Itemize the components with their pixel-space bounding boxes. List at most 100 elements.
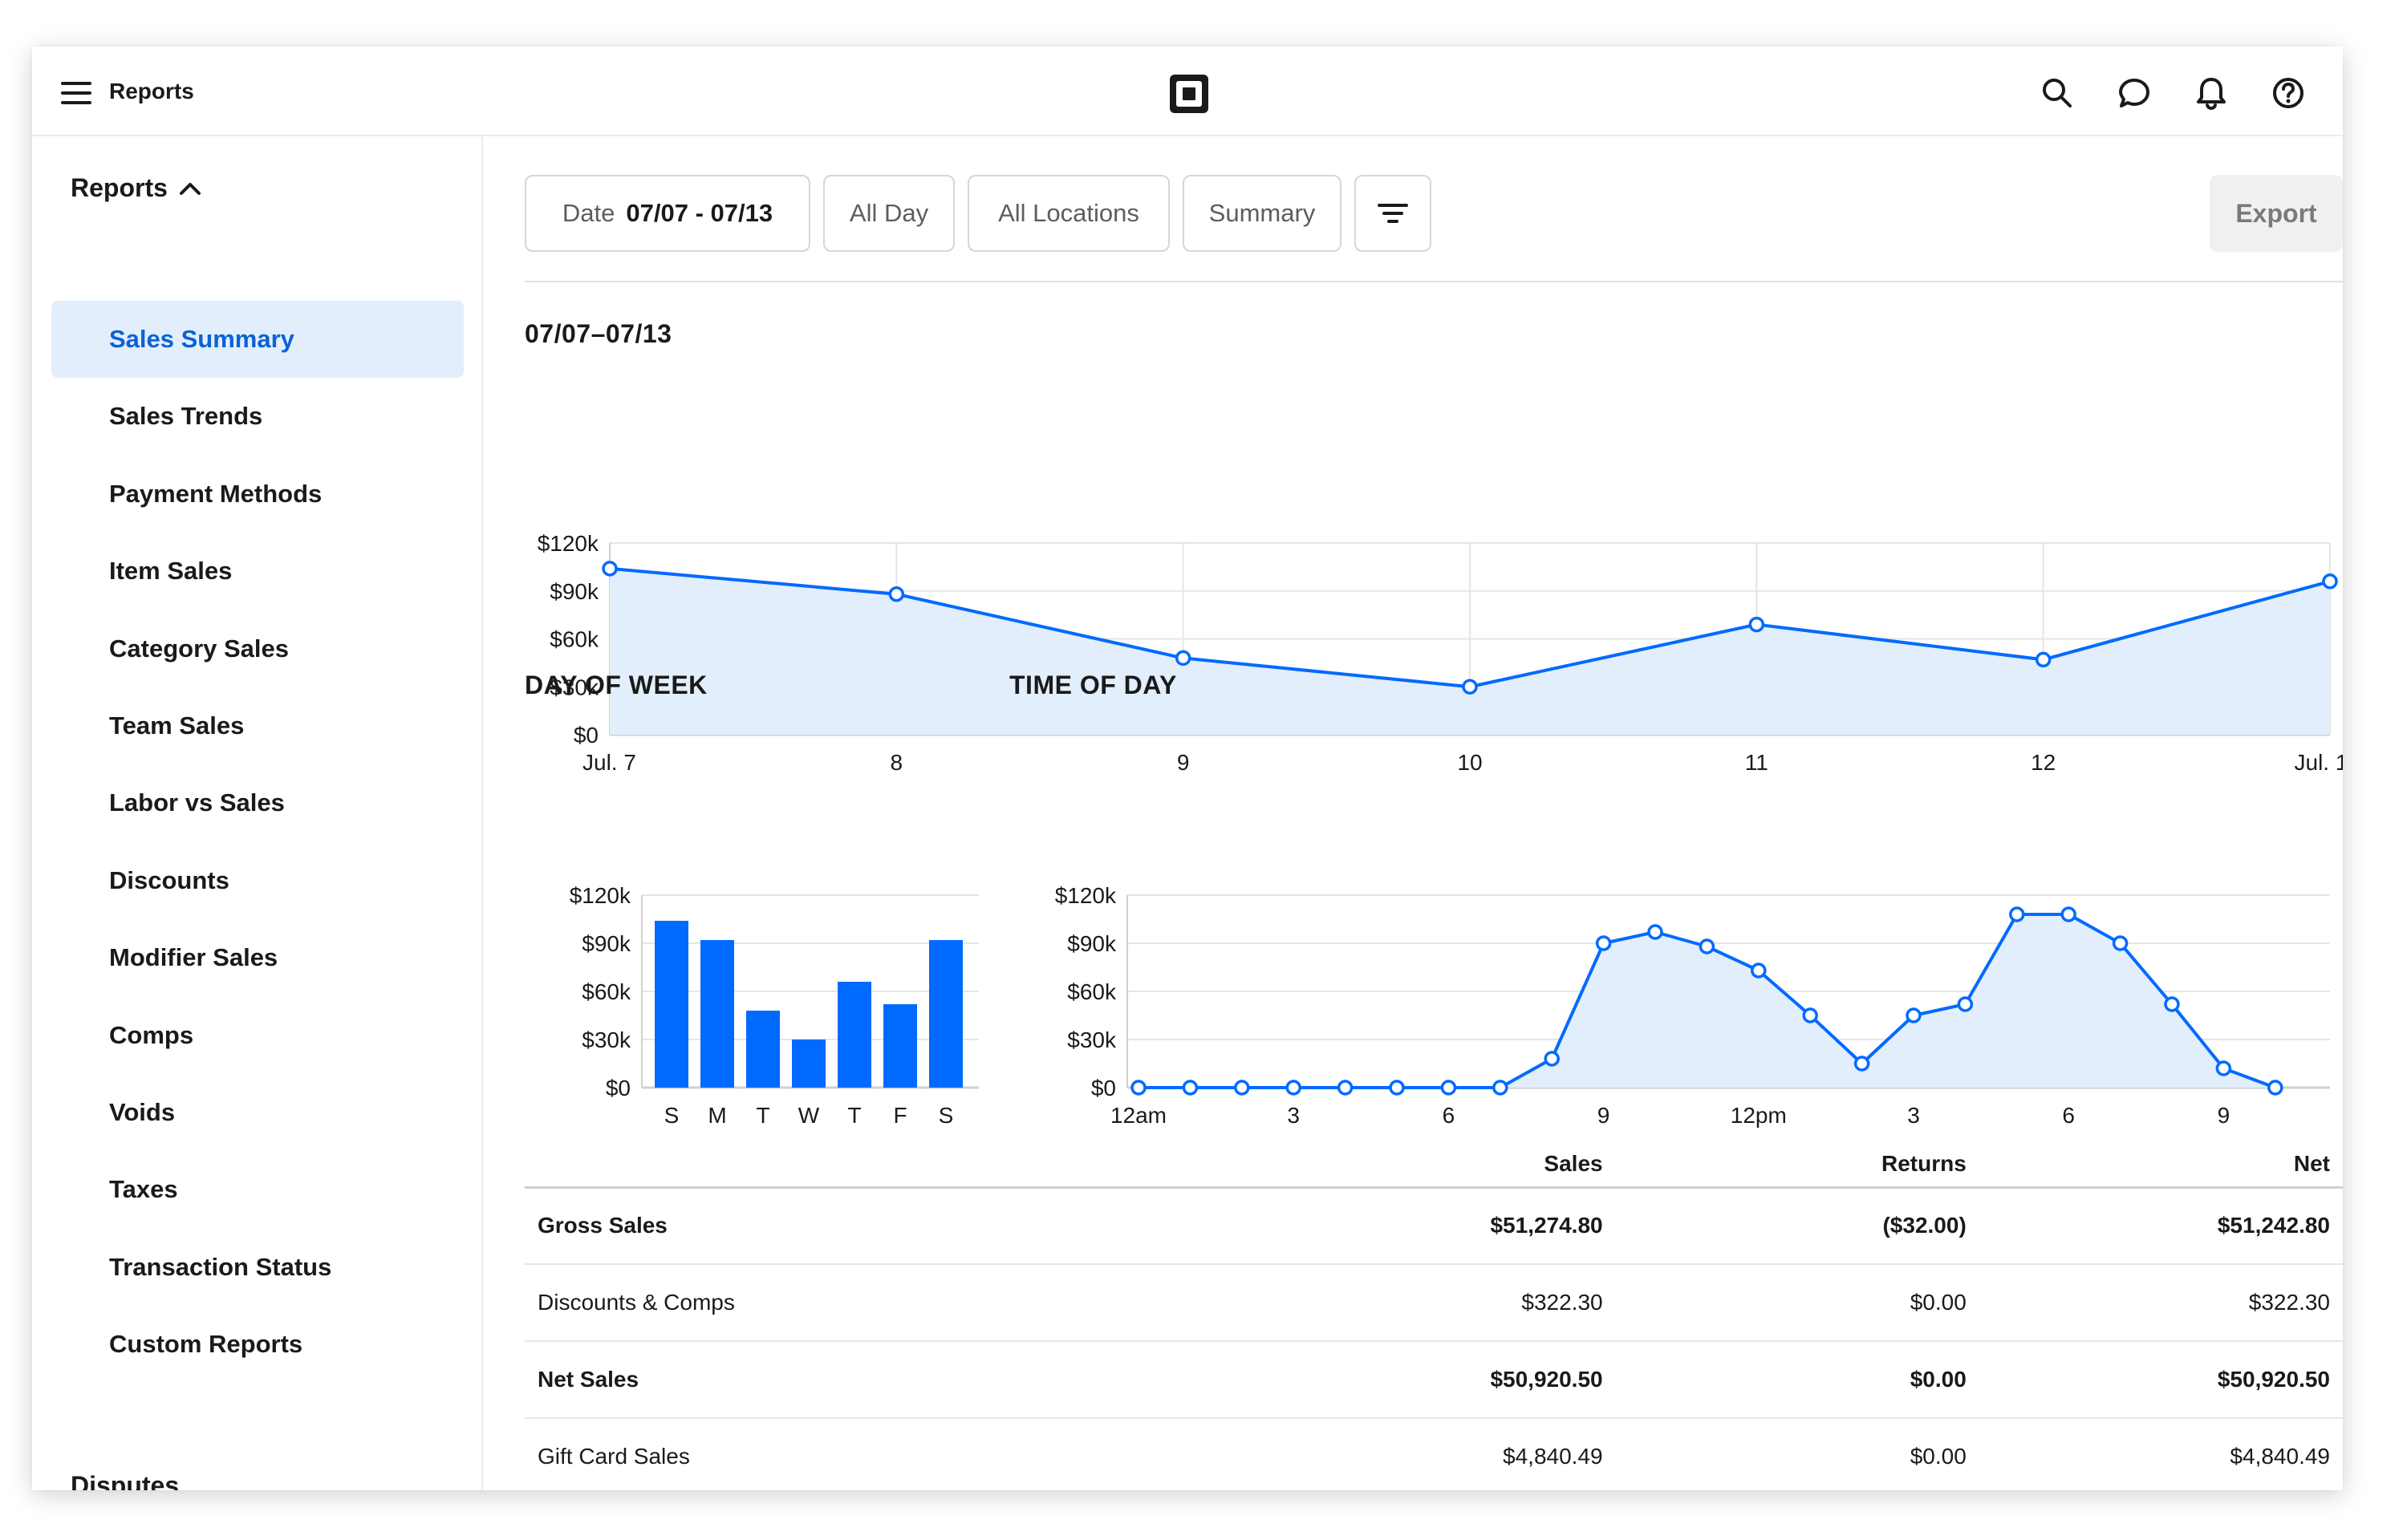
help-icon[interactable] [2271,75,2306,111]
app-window: Reports Reports [32,47,2343,1490]
sidebar-item-labor-vs-sales[interactable]: Labor vs Sales [51,764,464,841]
y-tick-label: $30k [582,1027,631,1052]
time-of-day-title: TIME OF DAY [1009,671,1177,699]
sidebar-item-item-sales[interactable]: Item Sales [51,533,464,610]
sales-summary-table: Sales Returns Net Gross Sales $51,274.80 (… [525,1136,2343,1490]
data-point[interactable] [1906,1007,1922,1023]
sidebar-item-label: Disputes [71,1471,180,1490]
data-point[interactable] [2164,996,2180,1012]
data-point[interactable] [1175,650,1191,667]
data-point[interactable] [1748,616,1765,633]
data-point[interactable] [2035,651,2052,668]
sidebar-item-label: Labor vs Sales [109,788,285,817]
sidebar-section-reports[interactable]: Reports [71,173,201,203]
data-point[interactable] [1699,938,1715,954]
bar[interactable] [838,982,871,1088]
data-point[interactable] [1182,1080,1199,1096]
view-filter-button[interactable]: Summary [1183,175,1342,252]
menu-icon[interactable] [61,82,93,104]
sidebar-item-transaction-status[interactable]: Transaction Status [51,1229,464,1306]
x-tick-label: S [664,1103,680,1128]
y-tick-label: $120k [1055,883,1117,908]
sidebar-item-discounts[interactable]: Discounts [51,842,464,919]
data-point[interactable] [2009,906,2025,922]
bar[interactable] [655,921,688,1088]
data-point[interactable] [888,586,905,602]
sidebar-item-label: Sales Summary [109,325,294,353]
x-tick-label: 6 [1443,1103,1455,1128]
y-tick-label: $90k [1067,931,1117,956]
sidebar-item-label: Item Sales [109,557,233,586]
x-tick-label: 12pm [1731,1103,1787,1128]
data-point[interactable] [1285,1080,1301,1096]
export-button[interactable]: Export [2210,175,2343,252]
sidebar-item-comps[interactable]: Comps [51,997,464,1074]
sidebar-item-label: Sales Trends [109,402,263,431]
more-filters-button[interactable] [1354,175,1431,252]
bar[interactable] [792,1040,826,1088]
x-tick-label: T [756,1103,769,1128]
data-point[interactable] [1853,1056,1870,1072]
x-tick-label: 9 [2218,1103,2230,1128]
sidebar-item-category-sales[interactable]: Category Sales [51,610,464,687]
row-returns: $0.00 [1910,1290,1967,1315]
sidebar-item-label: Team Sales [109,711,245,740]
bar[interactable] [929,940,963,1088]
data-point[interactable] [1595,935,1612,951]
sidebar-item-payment-methods[interactable]: Payment Methods [51,456,464,533]
row-label: Net Sales [538,1367,639,1392]
time-filter-button[interactable]: All Day [823,175,955,252]
time-of-day-chart: $0 $30k $60k $90k $120k 12am 3 6 9 12pm 3 6 9 [1055,883,2330,1128]
chat-icon[interactable] [2117,75,2152,111]
main-content: Date 07/07 - 07/13 All Day All Locations… [483,136,2343,1490]
data-point[interactable] [2267,1080,2283,1096]
x-tick-label: 11 [1745,750,1768,775]
row-sales: $50,920.50 [1490,1367,1603,1392]
daily-sales-chart: $0 $30k $60k $90k $120k Jul. 7 8 9 10 11 12 Jul. 13 [538,531,2344,775]
y-tick-label: $60k [550,627,599,652]
data-point[interactable] [2322,573,2338,590]
row-sales: $322.30 [1521,1290,1603,1315]
data-point[interactable] [1544,1051,1560,1067]
data-point[interactable] [1751,962,1767,979]
data-point[interactable] [602,561,618,577]
bar[interactable] [700,940,734,1088]
top-bar: Reports [32,47,2343,136]
row-returns: $0.00 [1910,1444,1967,1469]
sidebar-item-taxes[interactable]: Taxes [51,1151,464,1228]
sidebar-item-custom-reports[interactable]: Custom Reports [51,1306,464,1383]
sidebar-item-team-sales[interactable]: Team Sales [51,687,464,764]
time-filter-label: All Day [849,199,929,227]
data-point[interactable] [2112,935,2129,951]
data-point[interactable] [1957,996,1974,1012]
sidebar-item-disputes[interactable]: Disputes [71,1471,179,1490]
data-point[interactable] [1389,1080,1405,1096]
bar[interactable] [746,1011,780,1088]
x-tick-label: Jul. 13 [2295,750,2344,775]
data-point[interactable] [1647,924,1663,940]
sidebar-item-modifier-sales[interactable]: Modifier Sales [51,919,464,996]
data-point[interactable] [2215,1060,2232,1076]
sidebar-item-sales-trends[interactable]: Sales Trends [51,378,464,455]
x-tick-label: S [939,1103,954,1128]
locations-filter-button[interactable]: All Locations [968,175,1170,252]
search-icon[interactable] [2040,75,2075,111]
data-point[interactable] [1462,679,1478,695]
data-point[interactable] [1130,1080,1147,1096]
sidebar-item-voids[interactable]: Voids [51,1074,464,1151]
y-tick-label: $90k [582,931,631,956]
data-point[interactable] [1234,1080,1250,1096]
sidebar-item-sales-summary[interactable]: Sales Summary [51,301,464,378]
chevron-up-icon [179,182,201,195]
square-logo-icon[interactable] [1169,74,1209,114]
row-net: $51,242.80 [2217,1213,2330,1238]
data-point[interactable] [1492,1080,1508,1096]
data-point[interactable] [2060,906,2076,922]
bell-icon[interactable] [2194,75,2229,111]
data-point[interactable] [1802,1007,1818,1023]
bar[interactable] [883,1004,917,1088]
data-point[interactable] [1440,1080,1457,1096]
date-filter-button[interactable]: Date 07/07 - 07/13 [525,175,810,252]
data-point[interactable] [1337,1080,1354,1096]
table-row: Net Sales $50,920.50 $0.00 $50,920.50 [525,1341,2343,1418]
